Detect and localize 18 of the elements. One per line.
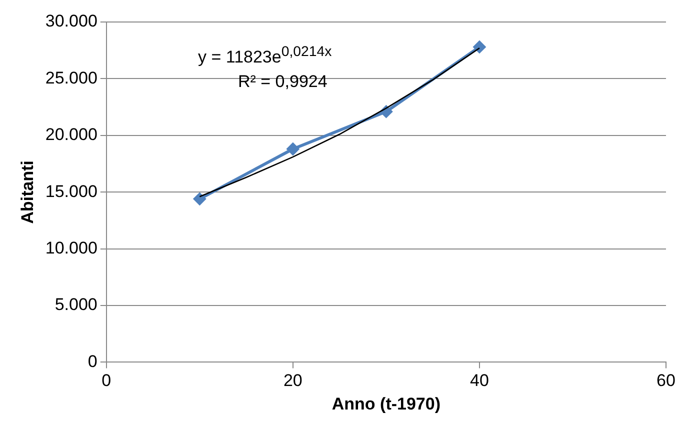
point	[472, 40, 486, 54]
y-tick-label: 5.000	[54, 295, 98, 314]
x-tick-label: 20	[283, 371, 302, 390]
y-tick-label: 10.000	[45, 238, 98, 258]
y-tick-label: 20.000	[45, 125, 98, 144]
annotation: R² = 0,9924	[238, 72, 328, 92]
y-axis-title: Abitanti	[18, 160, 37, 224]
y-tick-label: 30.000	[45, 12, 98, 31]
x-axis-title: Anno (t-1970)	[332, 394, 441, 414]
y-tick-label: 0	[88, 352, 98, 371]
x-tick-label: 60	[656, 371, 676, 390]
y-tick-label: 15.000	[45, 182, 98, 201]
annotation: y = 11823e$^{0,0214x}$	[198, 44, 332, 68]
point	[286, 142, 300, 156]
point	[193, 192, 206, 206]
x-tick-label: 40	[470, 371, 489, 390]
x-tick-label: 0	[102, 371, 112, 390]
y-tick-label: 25.000	[45, 68, 98, 88]
